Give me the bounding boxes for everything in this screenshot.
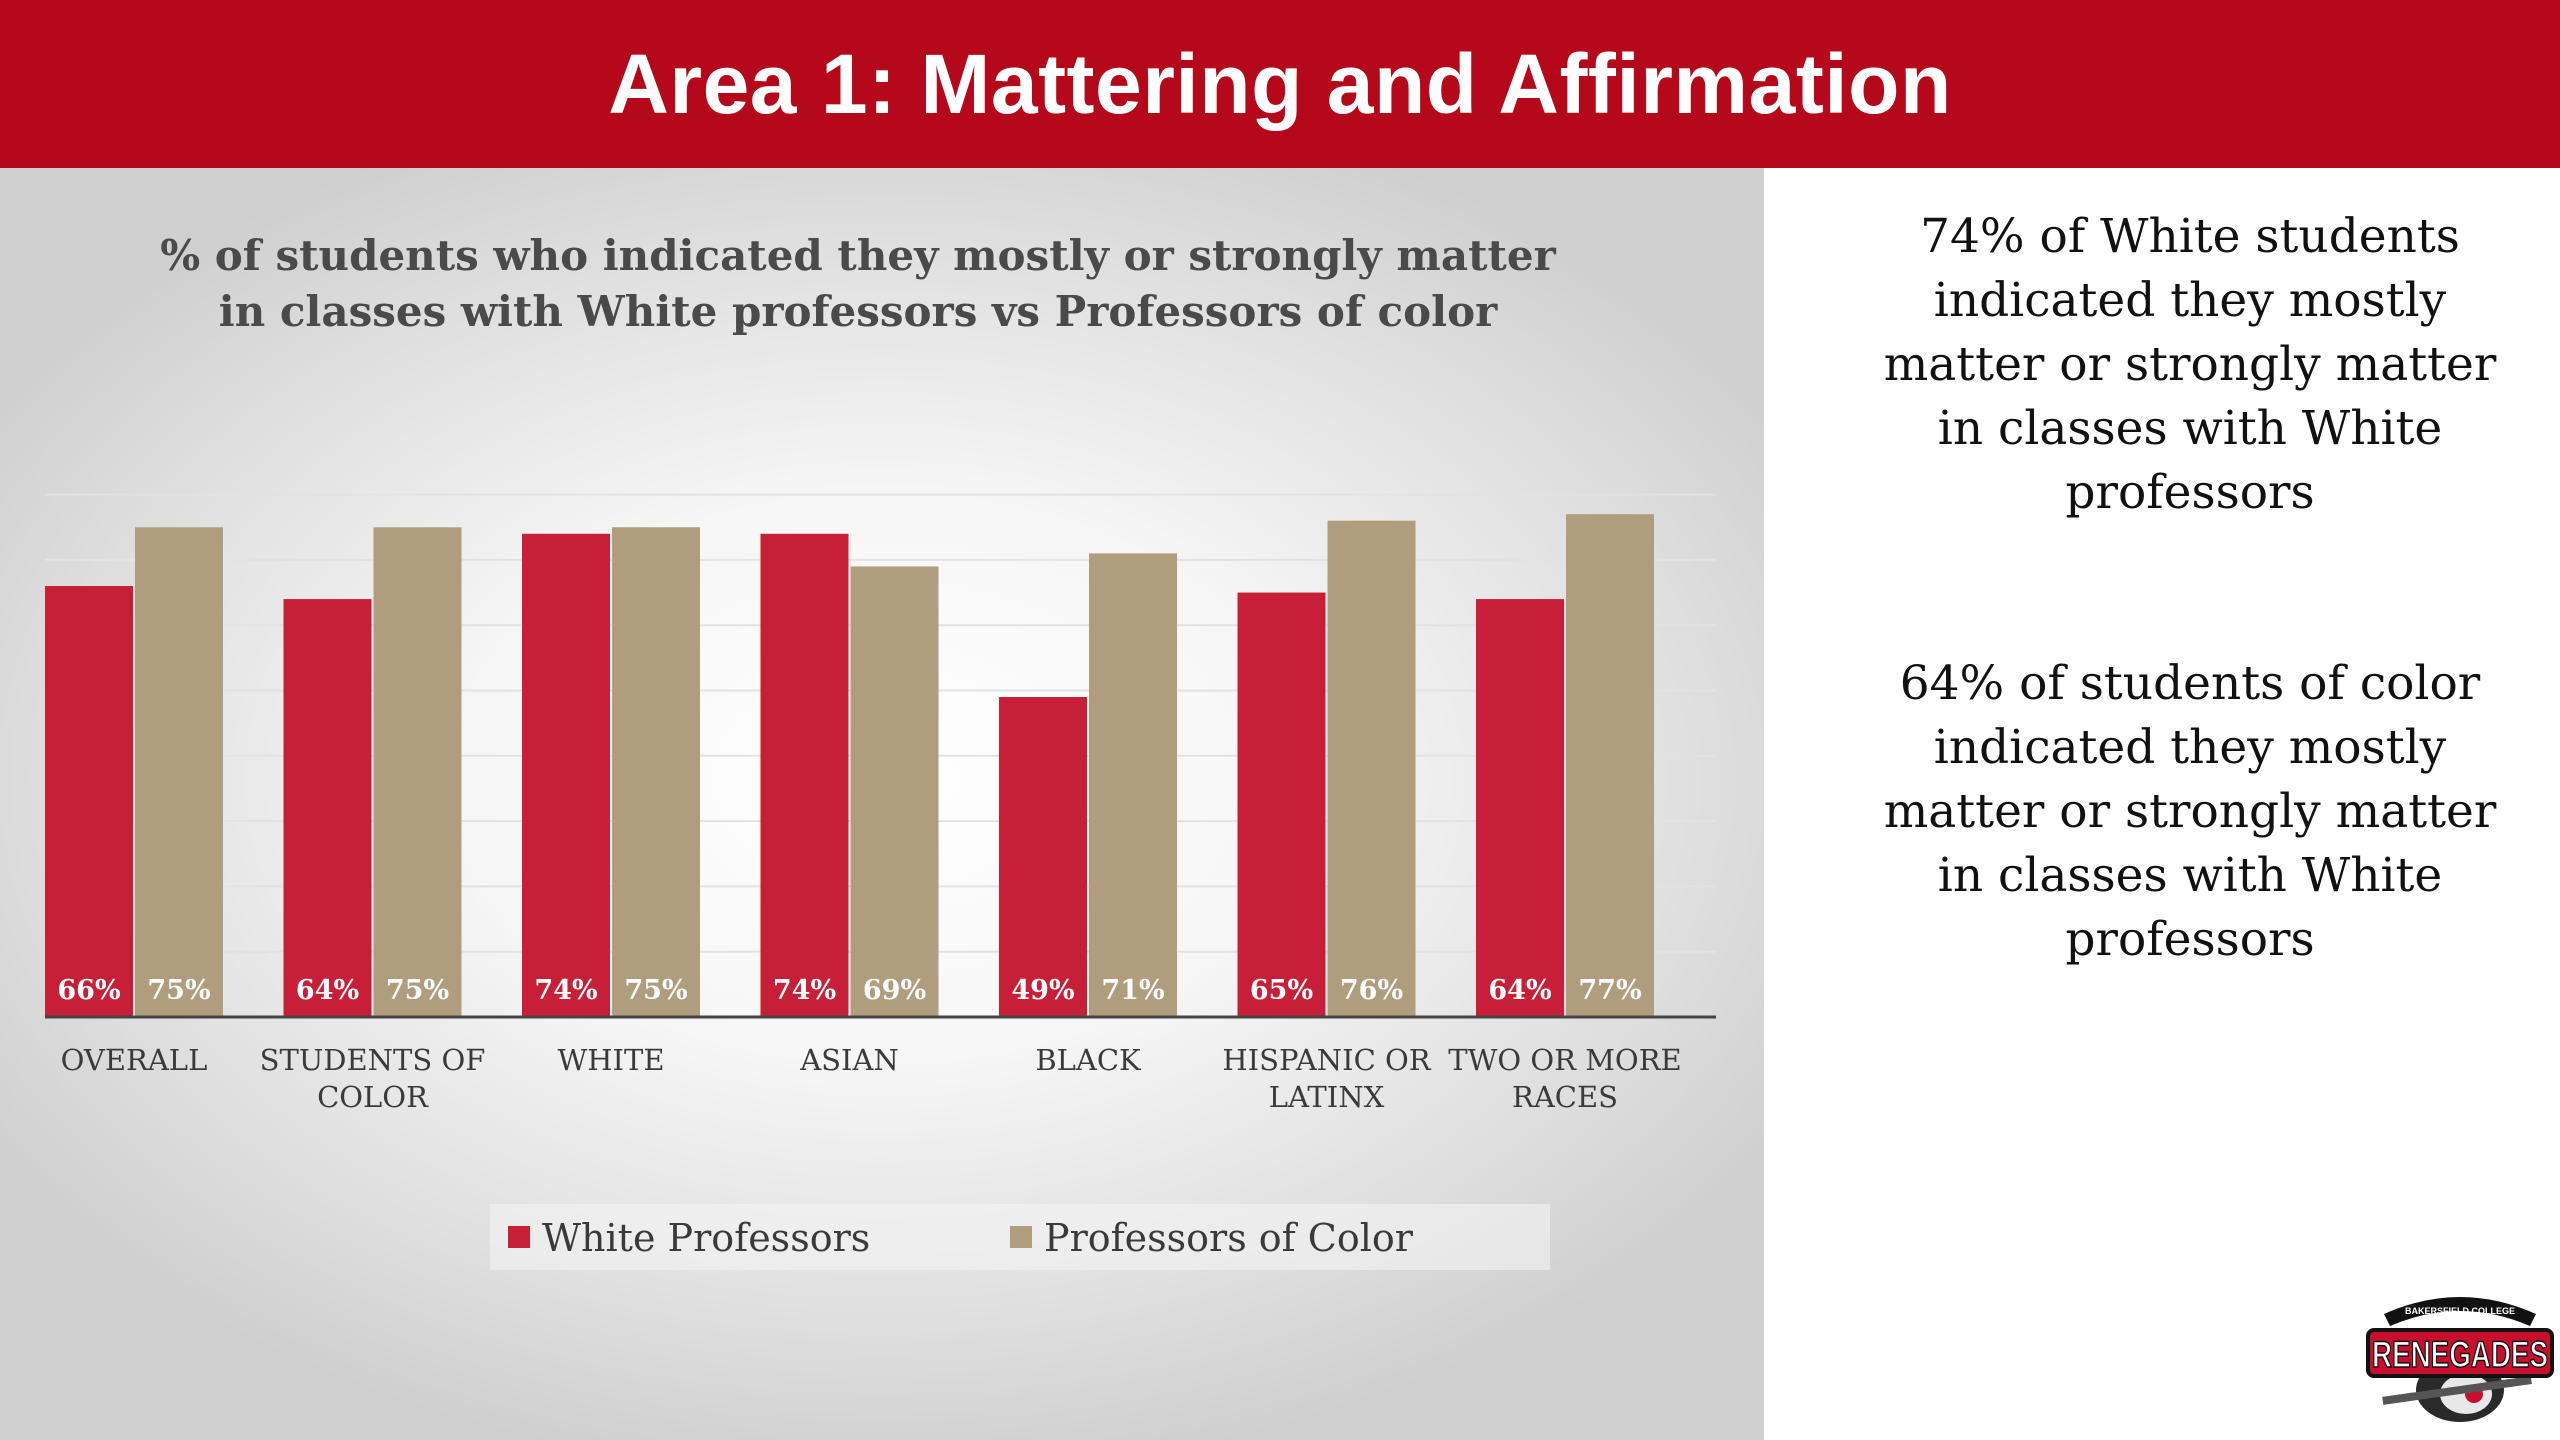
category-label: BLACK bbox=[1035, 1043, 1142, 1077]
bar-professors-of-color bbox=[1566, 514, 1654, 1017]
data-label: 77% bbox=[1578, 975, 1641, 1006]
category-label: OVERALL bbox=[61, 1043, 208, 1077]
legend-label: White Professors bbox=[542, 1216, 870, 1260]
data-label: 74% bbox=[534, 975, 597, 1006]
bar-professors-of-color bbox=[373, 527, 462, 1017]
chart-panel: % of students who indicated they mostly … bbox=[0, 168, 1764, 1440]
bar-professors-of-color bbox=[1327, 520, 1416, 1017]
statement-students-of-color: 64% of students of color indicated they … bbox=[1883, 656, 2497, 967]
bar-professors-of-color bbox=[850, 566, 939, 1017]
data-label: 71% bbox=[1101, 975, 1164, 1006]
category-label: RACES bbox=[1512, 1080, 1618, 1114]
legend-label: Professors of Color bbox=[1044, 1216, 1414, 1260]
data-label: 49% bbox=[1011, 975, 1074, 1006]
renegades-logo: BAKERSFIELD COLLEGE RENEGADES bbox=[2366, 1297, 2554, 1422]
chart-title: % of students who indicated they mostly … bbox=[0, 228, 1716, 340]
bar-white-professors bbox=[283, 599, 372, 1017]
bar-white-professors bbox=[760, 533, 849, 1017]
legend-swatch bbox=[508, 1226, 530, 1248]
statement-white-students: 74% of White students indicated they mos… bbox=[1883, 209, 2497, 520]
logo-top-text: BAKERSFIELD COLLEGE bbox=[2405, 1306, 2515, 1316]
data-label: 74% bbox=[773, 975, 836, 1006]
legend-swatch bbox=[1010, 1226, 1032, 1248]
title-banner: Area 1: Mattering and Affirmation bbox=[0, 0, 2560, 168]
data-label: 69% bbox=[863, 975, 926, 1006]
category-label: ASIAN bbox=[799, 1043, 899, 1077]
category-label: STUDENTS OF bbox=[260, 1043, 486, 1077]
data-label: 75% bbox=[386, 975, 449, 1006]
data-label: 75% bbox=[147, 975, 210, 1006]
bar-white-professors bbox=[1476, 599, 1564, 1017]
category-label: HISPANIC OR bbox=[1222, 1043, 1431, 1077]
page-title: Area 1: Mattering and Affirmation bbox=[608, 36, 1952, 131]
data-label: 66% bbox=[57, 975, 120, 1006]
data-label: 64% bbox=[296, 975, 359, 1006]
bar-professors-of-color bbox=[135, 527, 223, 1017]
bar-white-professors bbox=[999, 697, 1087, 1017]
data-label: 75% bbox=[624, 975, 687, 1006]
logo-wordmark: RENEGADES bbox=[2372, 1334, 2548, 1375]
chart-title-line-2: in classes with White professors vs Prof… bbox=[218, 287, 1498, 336]
chart-title-line-1: % of students who indicated they mostly … bbox=[160, 231, 1556, 280]
category-label: TWO OR MORE bbox=[1448, 1043, 1681, 1077]
bar-professors-of-color bbox=[612, 527, 700, 1017]
bar-professors-of-color bbox=[1089, 553, 1177, 1017]
bar-white-professors bbox=[45, 586, 133, 1017]
category-label: LATINX bbox=[1269, 1080, 1385, 1114]
category-label: COLOR bbox=[317, 1080, 429, 1114]
data-label: 76% bbox=[1340, 975, 1403, 1006]
bar-white-professors bbox=[522, 533, 610, 1017]
data-label: 65% bbox=[1250, 975, 1313, 1006]
data-label: 64% bbox=[1488, 975, 1551, 1006]
bar-white-professors bbox=[1237, 592, 1326, 1017]
category-label: WHITE bbox=[557, 1043, 664, 1077]
